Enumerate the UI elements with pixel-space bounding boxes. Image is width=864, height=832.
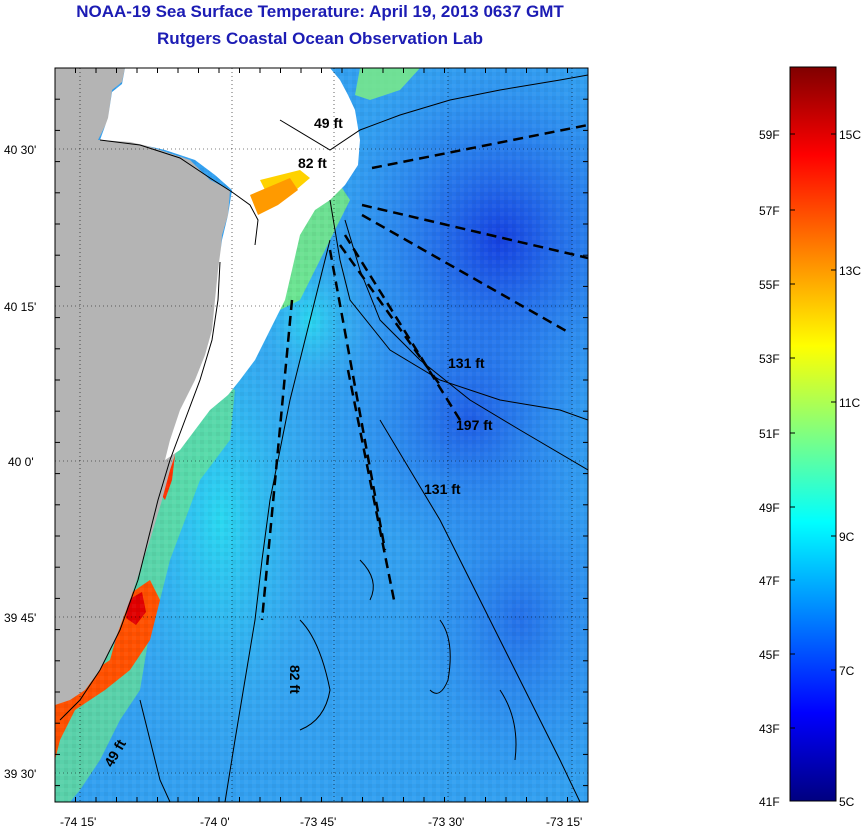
lat-tick-label: 40 30' bbox=[4, 143, 36, 157]
colorbar-f-label: 51F bbox=[759, 427, 780, 441]
colorbar-f-label: 57F bbox=[759, 204, 780, 218]
colorbar-f-label: 47F bbox=[759, 574, 780, 588]
colorbar-f-label: 59F bbox=[759, 128, 780, 142]
colorbar-celsius-labels: 15C 13C 11C 9C 7C 5C bbox=[839, 128, 861, 809]
lat-tick-label: 40 0' bbox=[8, 455, 34, 469]
colorbar: 59F 57F 55F 53F 51F 49F 47F 45F 43F 41F … bbox=[759, 66, 861, 809]
lon-tick-label: -73 30' bbox=[428, 815, 464, 829]
lon-tick-label: -73 15' bbox=[546, 815, 582, 829]
colorbar-c-label: 9C bbox=[839, 530, 855, 544]
transect-lines bbox=[260, 123, 588, 621]
depth-label: 131 ft bbox=[448, 355, 485, 371]
depth-labels: 49 ft 82 ft 131 ft 197 ft 131 ft 82 ft 4… bbox=[101, 115, 493, 770]
lon-tick-label: -74 15' bbox=[60, 815, 96, 829]
colorbar-c-label: 15C bbox=[839, 128, 861, 142]
map-title: NOAA-19 Sea Surface Temperature: April 1… bbox=[76, 2, 564, 21]
cloud-mask bbox=[100, 68, 360, 460]
map-area bbox=[55, 68, 588, 802]
colorbar-f-label: 43F bbox=[759, 722, 780, 736]
colorbar-c-label: 7C bbox=[839, 664, 855, 678]
colorbar-c-label: 5C bbox=[839, 795, 855, 809]
depth-label: 197 ft bbox=[456, 417, 493, 433]
colorbar-gradient bbox=[789, 66, 837, 802]
lat-tick-label: 39 45' bbox=[4, 611, 36, 625]
lon-tick-label: -73 45' bbox=[300, 815, 336, 829]
colorbar-c-label: 11C bbox=[839, 396, 860, 410]
lat-tick-label: 39 30' bbox=[4, 767, 36, 781]
longitude-labels: -74 15' -74 0' -73 45' -73 30' -73 15' bbox=[60, 815, 582, 829]
graticule bbox=[55, 68, 588, 802]
depth-label: 131 ft bbox=[424, 481, 461, 497]
lat-tick-label: 40 15' bbox=[4, 300, 36, 314]
colorbar-f-label: 53F bbox=[759, 352, 780, 366]
colorbar-f-label: 41F bbox=[759, 795, 780, 809]
land-new-jersey bbox=[55, 68, 230, 705]
colorbar-c-label: 13C bbox=[839, 264, 861, 278]
frame-ticks bbox=[54, 67, 589, 802]
colorbar-f-label: 49F bbox=[759, 501, 780, 515]
colorbar-fahrenheit-labels: 59F 57F 55F 53F 51F 49F 47F 45F 43F 41F bbox=[759, 128, 780, 809]
latitude-labels: 40 30' 40 15' 40 0' 39 45' 39 30' bbox=[4, 143, 36, 781]
depth-label: 49 ft bbox=[314, 115, 343, 131]
depth-label: 82 ft bbox=[298, 155, 327, 171]
colorbar-ticks bbox=[790, 133, 836, 729]
lon-tick-label: -74 0' bbox=[200, 815, 230, 829]
depth-label: 82 ft bbox=[287, 665, 303, 694]
colorbar-f-label: 45F bbox=[759, 648, 780, 662]
colorbar-f-label: 55F bbox=[759, 278, 780, 292]
map-subtitle: Rutgers Coastal Ocean Observation Lab bbox=[157, 29, 483, 48]
